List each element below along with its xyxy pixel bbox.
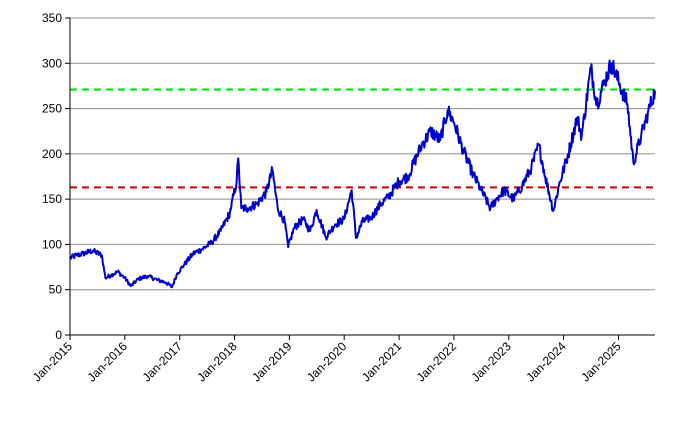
x-tick-label: Jan-2021 [359,339,405,385]
y-tick-label: 300 [42,56,62,70]
reference-lines [70,88,655,189]
x-tick-label: Jan-2022 [414,339,460,385]
y-tick-label: 50 [49,283,63,297]
x-tick-label: Jan-2016 [85,339,131,385]
y-tick-label: 100 [42,237,62,251]
x-tick-label: Jan-2019 [249,339,295,385]
gridlines [70,17,655,291]
x-tick-label: Jan-2024 [523,339,569,385]
x-tick-label: Jan-2018 [194,339,240,385]
series-line [69,59,656,289]
y-tick-label: 250 [42,102,62,116]
x-tick-label: Jan-2025 [578,339,624,385]
y-tick-label: 0 [55,328,62,342]
x-tick-label: Jan-2023 [469,339,515,385]
x-tick-label: Jan-2020 [304,339,350,385]
y-tick-label: 200 [42,147,62,161]
x-tick-labels: Jan-2015 Jan-2016 Jan-2017 Jan-2018 Jan-2019… [30,339,624,385]
axes [65,17,655,340]
x-tick-label: Jan-2017 [140,339,186,385]
y-tick-label: 150 [42,192,62,206]
y-tick-label: 350 [42,11,62,25]
series-layer [69,59,656,289]
x-tick-label: Jan-2015 [30,339,76,385]
y-tick-labels: 0 50 100 150 200 250 300 350 [42,11,62,342]
